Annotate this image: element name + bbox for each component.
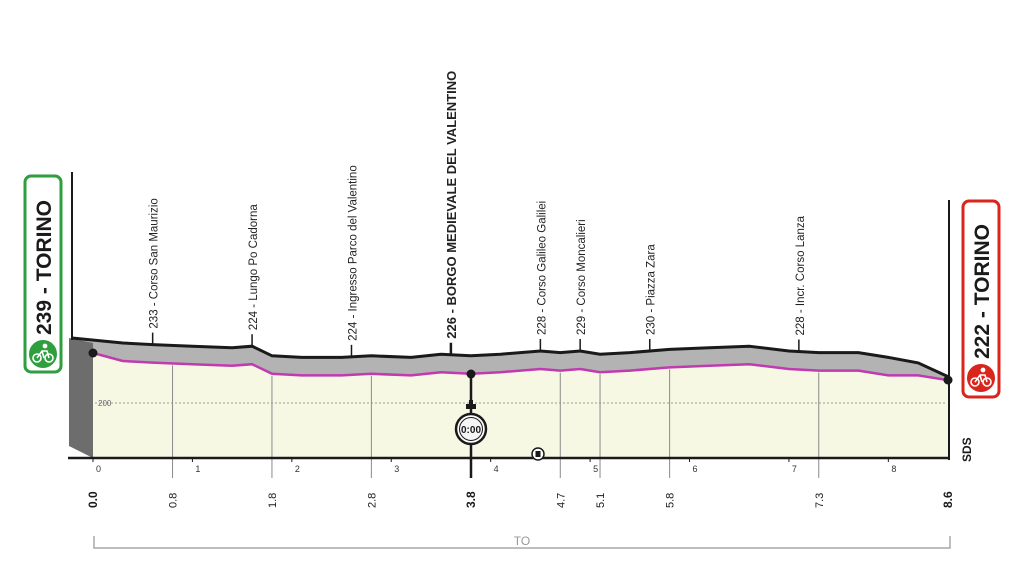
relief-area (72, 338, 948, 381)
axis-tick-label-7: 7 (792, 464, 797, 474)
km-label-9: 8.6 (941, 491, 955, 508)
start-dot (88, 348, 98, 358)
reference-label-200: 200 (98, 399, 112, 408)
km-label-8: 7.3 (814, 493, 826, 508)
waypoint-label-1: 224 - Lungo Po Cadorna (248, 204, 260, 331)
km-label-5: 4.7 (555, 493, 567, 508)
axis-tick-label-1: 1 (195, 464, 200, 474)
km-label-2: 1.8 (267, 493, 279, 508)
axis-tick-label-6: 6 (693, 464, 698, 474)
km-axis-ticks: 0 1 2 3 4 5 6 7 8 (92, 458, 896, 474)
axis-tick-label-0: 0 (96, 464, 101, 474)
km-label-4: 3.8 (464, 491, 478, 508)
waypoint-label-2: 224 - Ingresso Parco del Valentino (347, 165, 359, 341)
finish-dot (943, 375, 953, 385)
waypoint-label-0: 233 - Corso San Maurizio (149, 198, 161, 328)
start-label: 239 - TORINO (33, 200, 56, 335)
km-label-7: 5.8 (665, 493, 677, 508)
waypoint-label-7: 228 - Incr. Corso Lanza (795, 215, 807, 335)
axis-tick-label-8: 8 (891, 464, 896, 474)
axis-tick-label-3: 3 (394, 464, 399, 474)
axis-tick-label-2: 2 (295, 464, 300, 474)
route-elevation-line (92, 351, 949, 382)
km-label-6: 5.1 (595, 493, 607, 508)
axis-tick-label-5: 5 (593, 464, 598, 474)
waypoint-labels: 233 - Corso San Maurizio 224 - Lungo Po C… (149, 71, 807, 356)
intermediate-time-label: 0:00 (461, 425, 481, 436)
waypoint-label-6: 230 - Piazza Zara (646, 244, 658, 335)
ground-area (93, 353, 948, 458)
relief-outline (71, 336, 949, 378)
finish-label: 222 - TORINO (971, 224, 994, 359)
distance-band-label: TO (514, 534, 530, 548)
km-label-1: 0.8 (168, 493, 180, 508)
waypoint-label-3: 226 - BORGO MEDIEVALE DEL VALENTINO (444, 71, 459, 339)
finish-badge: 222 - TORINO (961, 199, 1001, 399)
km-label-0: 0.0 (86, 491, 100, 508)
km-label-3: 2.8 (366, 493, 378, 508)
intermediate-time-marker: 0:00 (454, 369, 488, 478)
profile-left-edge (69, 338, 93, 458)
waypoint-label-4: 228 - Corso Galileo Galilei (536, 201, 548, 335)
sds-logo: SDS (960, 437, 974, 462)
marker-lines (172, 365, 820, 478)
axis-tick-label-4: 4 (494, 464, 499, 474)
km-point-labels: 0.0 0.8 1.8 2.8 3.8 4.7 5.1 5.8 7.3 8.6 (86, 491, 955, 508)
waypoint-label-5: 229 - Corso Moncalieri (576, 219, 588, 335)
start-badge: 239 - TORINO (23, 174, 63, 374)
distance-band: TO (93, 534, 951, 549)
feed-zone-icon (531, 447, 545, 461)
